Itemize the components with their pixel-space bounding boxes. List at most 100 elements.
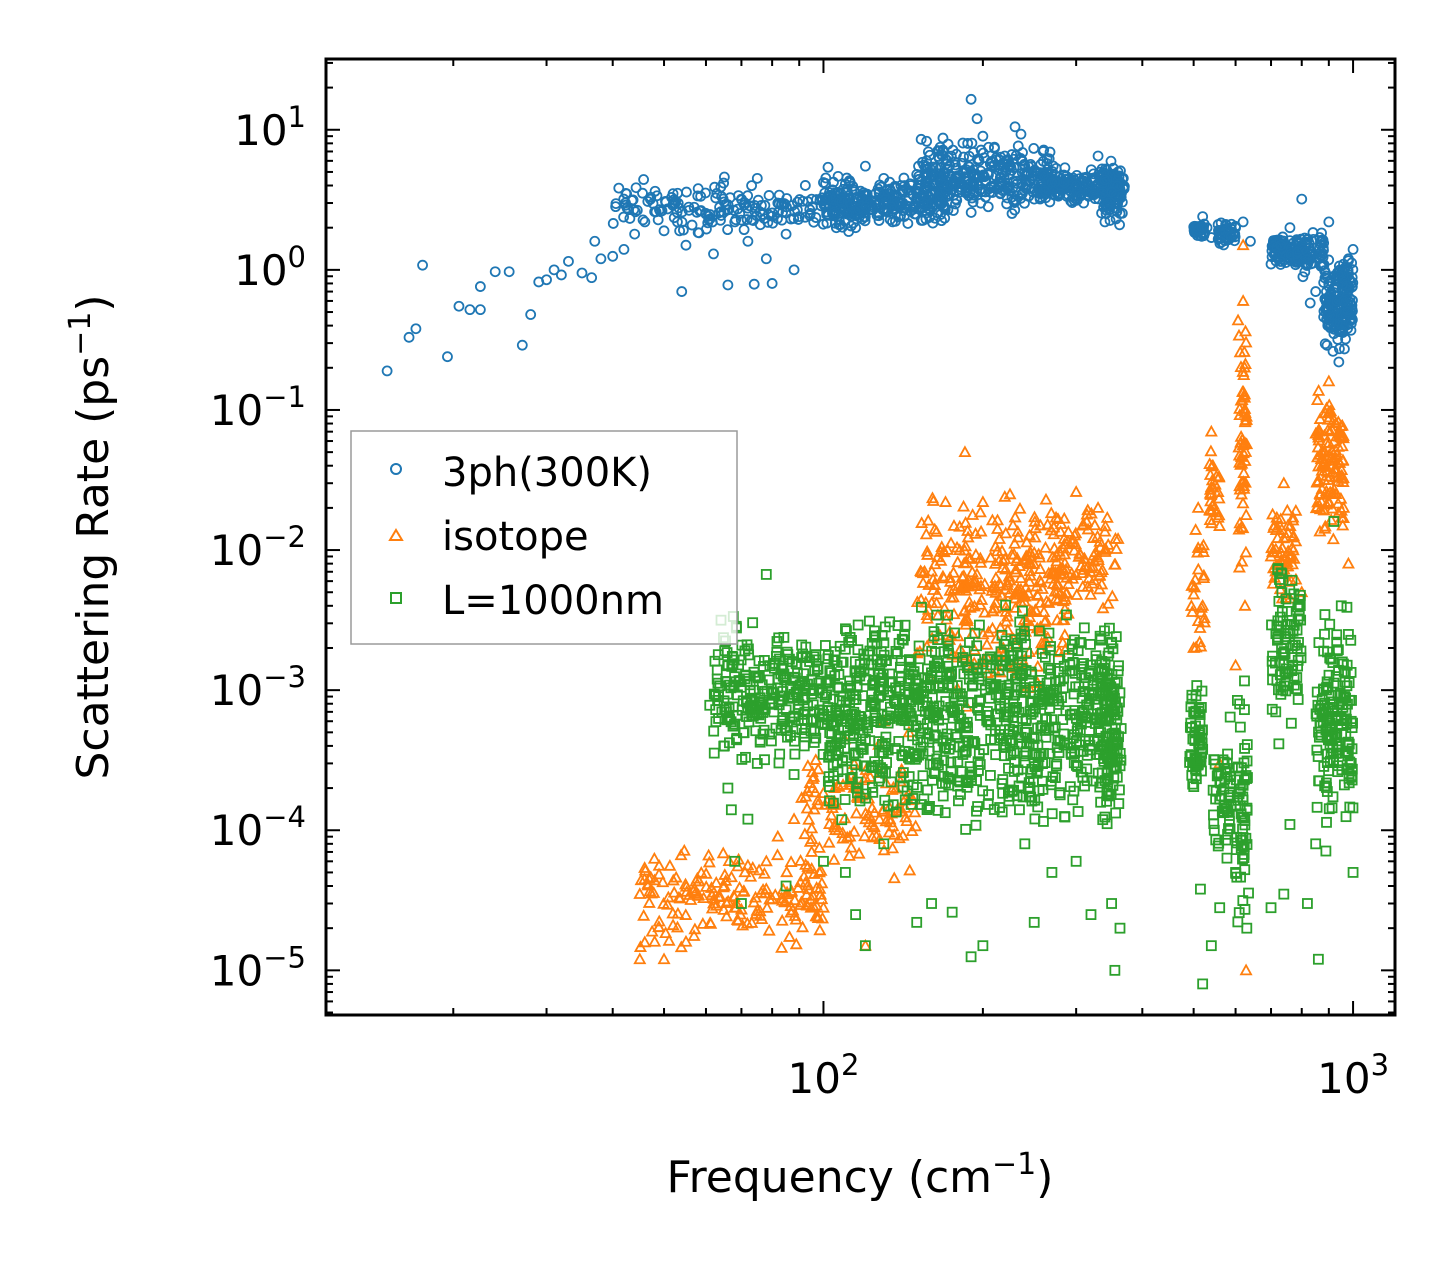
circle-point bbox=[667, 188, 679, 200]
square-point bbox=[1037, 758, 1048, 770]
square-point bbox=[798, 740, 810, 752]
triangle-point bbox=[887, 871, 901, 884]
circle-point bbox=[963, 182, 975, 193]
square-point bbox=[1110, 807, 1122, 819]
square-point bbox=[729, 855, 741, 867]
x-tick-label-exp: 3 bbox=[1371, 1048, 1389, 1082]
triangle-point bbox=[993, 621, 1007, 633]
triangle-point bbox=[925, 564, 939, 577]
triangle-point bbox=[688, 922, 702, 935]
circle-point bbox=[1191, 221, 1203, 232]
square-point bbox=[1029, 813, 1041, 825]
square-point bbox=[741, 676, 753, 687]
square-point bbox=[907, 779, 919, 791]
square-point bbox=[949, 627, 960, 639]
triangle-point bbox=[1033, 550, 1047, 563]
circle-point bbox=[1310, 286, 1322, 297]
square-point bbox=[747, 617, 759, 629]
triangle-point bbox=[1028, 530, 1042, 543]
triangle-point bbox=[1189, 523, 1203, 535]
triangle-point bbox=[1059, 562, 1073, 575]
circle-point bbox=[1078, 197, 1090, 209]
square-point bbox=[851, 681, 863, 693]
triangle-point bbox=[1239, 508, 1253, 521]
circle-point bbox=[692, 183, 704, 195]
triangle-point bbox=[1266, 507, 1280, 520]
triangle-point bbox=[988, 556, 1002, 569]
square-point bbox=[874, 772, 886, 784]
triangle-point bbox=[1334, 491, 1348, 504]
triangle-point bbox=[1205, 459, 1219, 472]
square-point bbox=[1330, 728, 1341, 739]
circle-point bbox=[1085, 174, 1097, 186]
triangle-point bbox=[802, 812, 816, 825]
square-point bbox=[784, 653, 795, 665]
triangle-point bbox=[679, 879, 693, 892]
square-point bbox=[863, 658, 875, 670]
square-point bbox=[1288, 679, 1300, 691]
triangle-point bbox=[909, 819, 923, 832]
square-point bbox=[727, 651, 739, 663]
square-point bbox=[1266, 703, 1278, 715]
triangle-point bbox=[633, 952, 647, 965]
circle-point bbox=[715, 210, 727, 221]
square-point bbox=[933, 759, 944, 771]
square-point bbox=[1101, 668, 1113, 680]
triangle-point bbox=[1329, 462, 1343, 474]
triangle-point bbox=[727, 890, 741, 903]
circle-point bbox=[595, 253, 607, 265]
triangle-point bbox=[1318, 519, 1332, 532]
triangle-point bbox=[965, 565, 979, 578]
square-point bbox=[836, 814, 848, 826]
circle-point bbox=[829, 206, 841, 218]
triangle-point bbox=[1314, 452, 1328, 465]
square-point bbox=[1341, 659, 1353, 671]
triangle-point bbox=[1204, 444, 1218, 457]
square-point bbox=[757, 728, 769, 740]
square-point bbox=[1194, 709, 1206, 720]
y-tick-label-exp: −1 bbox=[263, 380, 306, 414]
square-point bbox=[962, 722, 974, 734]
triangle-point bbox=[1235, 456, 1249, 469]
triangle-point bbox=[709, 876, 723, 888]
square-point bbox=[985, 719, 997, 731]
triangle-point bbox=[973, 505, 987, 518]
circle-point bbox=[848, 184, 860, 196]
square-point bbox=[1233, 786, 1245, 798]
square-point bbox=[1061, 609, 1072, 621]
triangle-point bbox=[652, 867, 666, 880]
triangle-point bbox=[1091, 501, 1105, 513]
triangle-point bbox=[696, 917, 710, 929]
triangle-point bbox=[667, 885, 681, 898]
circle-point bbox=[1111, 180, 1123, 192]
square-point bbox=[839, 867, 851, 878]
triangle-point bbox=[1098, 524, 1112, 537]
square-point bbox=[810, 732, 822, 744]
circle-point bbox=[788, 264, 800, 276]
square-point bbox=[1273, 738, 1285, 750]
triangle-point bbox=[1049, 548, 1063, 561]
triangle-point bbox=[921, 513, 935, 526]
circle-point bbox=[722, 224, 734, 236]
circle-point bbox=[947, 144, 959, 156]
triangle-point bbox=[1003, 573, 1017, 586]
triangle-point bbox=[1234, 430, 1248, 442]
triangle-point bbox=[691, 889, 705, 901]
triangle-point bbox=[1233, 455, 1247, 468]
square-point bbox=[1322, 703, 1334, 715]
triangle-point bbox=[759, 882, 773, 894]
circle-point bbox=[960, 184, 972, 196]
circle-point bbox=[620, 187, 632, 199]
square-point bbox=[1080, 672, 1091, 683]
circle-point bbox=[885, 201, 897, 213]
square-point bbox=[942, 640, 954, 652]
square-point bbox=[1195, 751, 1207, 763]
circle-point bbox=[1009, 204, 1021, 216]
triangle-point bbox=[925, 596, 939, 608]
square-point bbox=[769, 657, 781, 669]
triangle-point bbox=[958, 445, 972, 458]
triangle-point bbox=[806, 781, 820, 794]
square-point bbox=[1109, 709, 1121, 721]
square-point bbox=[1221, 758, 1233, 770]
circle-point bbox=[645, 191, 657, 203]
